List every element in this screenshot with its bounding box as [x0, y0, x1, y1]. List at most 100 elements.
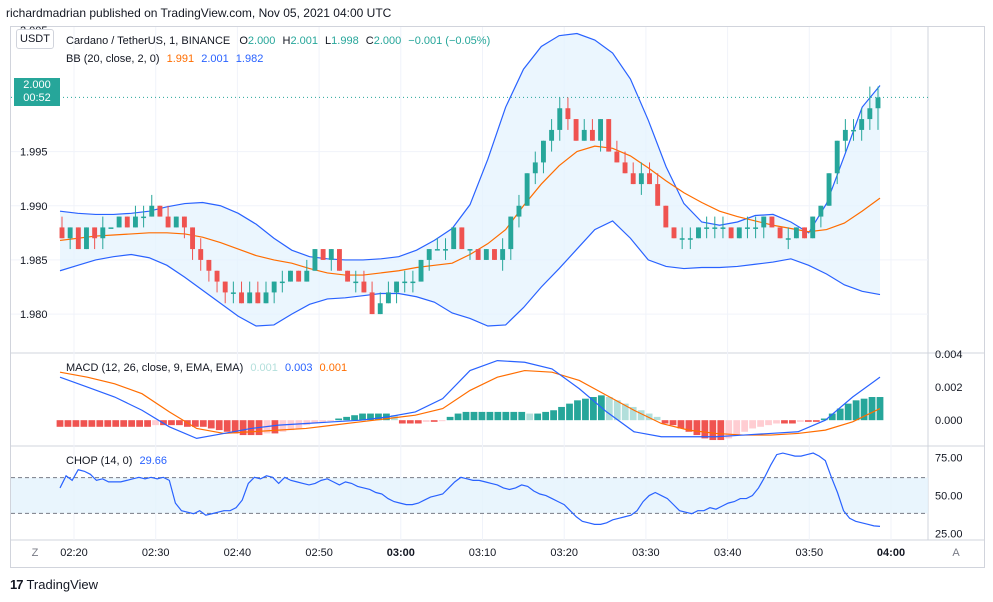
- low-value: 1.998: [331, 35, 359, 47]
- candle-body: [304, 270, 310, 282]
- chop-tick-label: 25.00: [935, 528, 963, 540]
- candle-body: [875, 97, 881, 109]
- candle-body: [606, 119, 612, 152]
- candle-body: [108, 227, 114, 229]
- candle-body: [369, 292, 375, 315]
- candle-body: [475, 249, 481, 260]
- candle-body: [296, 270, 302, 282]
- candle-body: [549, 129, 555, 141]
- macd-histogram-bar: [144, 420, 151, 427]
- candle-body: [353, 281, 359, 284]
- macd-histogram-bar: [72, 420, 80, 427]
- macd-histogram-bar: [542, 411, 550, 421]
- change-value: −0.001 (−0.05%): [408, 35, 491, 47]
- bb-lower-line: [59, 220, 881, 327]
- bb-label: BB (20, close, 2, 0): [66, 53, 160, 65]
- macd-histogram-bar: [852, 400, 860, 421]
- candle-body: [728, 227, 734, 239]
- macd-histogram-bar: [191, 420, 199, 427]
- candle-body: [173, 216, 179, 228]
- candle-body: [336, 249, 342, 271]
- macd-histogram-bar: [582, 398, 589, 421]
- candle-body: [361, 281, 367, 293]
- macd-histogram-bar: [653, 416, 661, 421]
- macd-histogram-bar: [430, 420, 438, 422]
- macd-histogram-bar: [287, 420, 295, 431]
- candle-body: [59, 227, 65, 239]
- bb-basis-value: 1.991: [166, 53, 195, 65]
- candle-body: [647, 173, 652, 185]
- auto-scale-button[interactable]: A: [952, 547, 960, 559]
- macd-tick-label: 0.002: [935, 382, 963, 394]
- macd-label: MACD (12, 26, close, 9, EMA, EMA): [66, 362, 244, 374]
- time-tick-label: 02:20: [60, 547, 88, 559]
- macd-histogram-bar: [526, 413, 534, 421]
- candle-body: [394, 281, 400, 293]
- macd-histogram-bar: [422, 420, 430, 422]
- macd-histogram-bar: [486, 411, 494, 421]
- macd-histogram-bar: [804, 420, 812, 422]
- candle-body: [206, 259, 212, 271]
- macd-histogram-bar: [836, 408, 844, 421]
- tradingview-logo-icon: 17: [10, 577, 24, 592]
- macd-histogram-bar: [319, 420, 327, 422]
- time-tick-label: 02:40: [224, 547, 252, 559]
- macd-histogram-bar: [120, 420, 128, 427]
- candle-body: [769, 216, 775, 228]
- high-value: 2.001: [290, 35, 318, 47]
- bb-legend: BB (20, close, 2, 0) 1.991 2.001 1.982: [66, 53, 263, 65]
- currency-label[interactable]: USDT: [16, 29, 54, 49]
- candle-body: [149, 205, 155, 217]
- macd-histogram-bar: [789, 420, 796, 424]
- macd-histogram-bar: [494, 411, 502, 421]
- macd-histogram-bar: [359, 413, 366, 421]
- macd-histogram-bar: [446, 416, 454, 421]
- chop-value: 29.66: [139, 455, 168, 467]
- macd-histogram-bar: [136, 420, 143, 427]
- macd-histogram-bar: [812, 420, 820, 422]
- macd-histogram-bar: [303, 420, 311, 426]
- macd-histogram-bar: [701, 420, 709, 439]
- macd-histogram-bar: [669, 420, 677, 426]
- candle-body: [736, 227, 742, 239]
- candle-body: [402, 281, 408, 284]
- tradingview-logo-text: TradingView: [26, 577, 99, 592]
- candle-body: [655, 184, 661, 206]
- close-label: C: [365, 35, 374, 47]
- bb-upper-line: [59, 32, 881, 261]
- macd-histogram-bar: [279, 420, 287, 432]
- candle-body: [75, 227, 81, 250]
- candle-body: [598, 119, 604, 141]
- macd-histogram-bar: [868, 397, 876, 421]
- macd-histogram-bar: [343, 416, 350, 421]
- price-tick-label: 1.980: [20, 309, 48, 321]
- candle-body: [345, 270, 351, 282]
- macd-histogram-bar: [367, 413, 374, 421]
- macd-histogram-bar: [168, 420, 175, 426]
- chop-tick-label: 50.00: [935, 491, 963, 503]
- last-price-value: 2.000: [23, 79, 51, 91]
- candle-body: [834, 140, 840, 174]
- macd-tick-label: 0.000: [935, 415, 963, 427]
- candle-body: [704, 227, 710, 229]
- candle-body: [696, 227, 701, 239]
- macd-histogram-bar: [757, 420, 764, 427]
- candle-body: [157, 205, 163, 217]
- candle-body: [190, 227, 196, 250]
- candle-body: [581, 129, 587, 141]
- macd-histogram-bar: [438, 420, 446, 422]
- time-tick-label: 03:20: [550, 547, 578, 559]
- auto-scale-left-button[interactable]: Z: [31, 547, 39, 559]
- macd-histogram-bar: [128, 420, 136, 427]
- candle-body: [500, 249, 506, 260]
- time-tick-label: 02:50: [305, 547, 333, 559]
- tradingview-logo[interactable]: 17 TradingView: [10, 577, 98, 592]
- macd-histogram-bar: [80, 420, 88, 427]
- macd-histogram-bar: [534, 413, 542, 421]
- candle-body: [565, 108, 571, 120]
- chart-frame: [10, 26, 985, 568]
- macd-histogram-bar: [550, 410, 557, 421]
- macd-histogram-bar: [558, 406, 565, 421]
- macd-histogram-bar: [693, 420, 701, 436]
